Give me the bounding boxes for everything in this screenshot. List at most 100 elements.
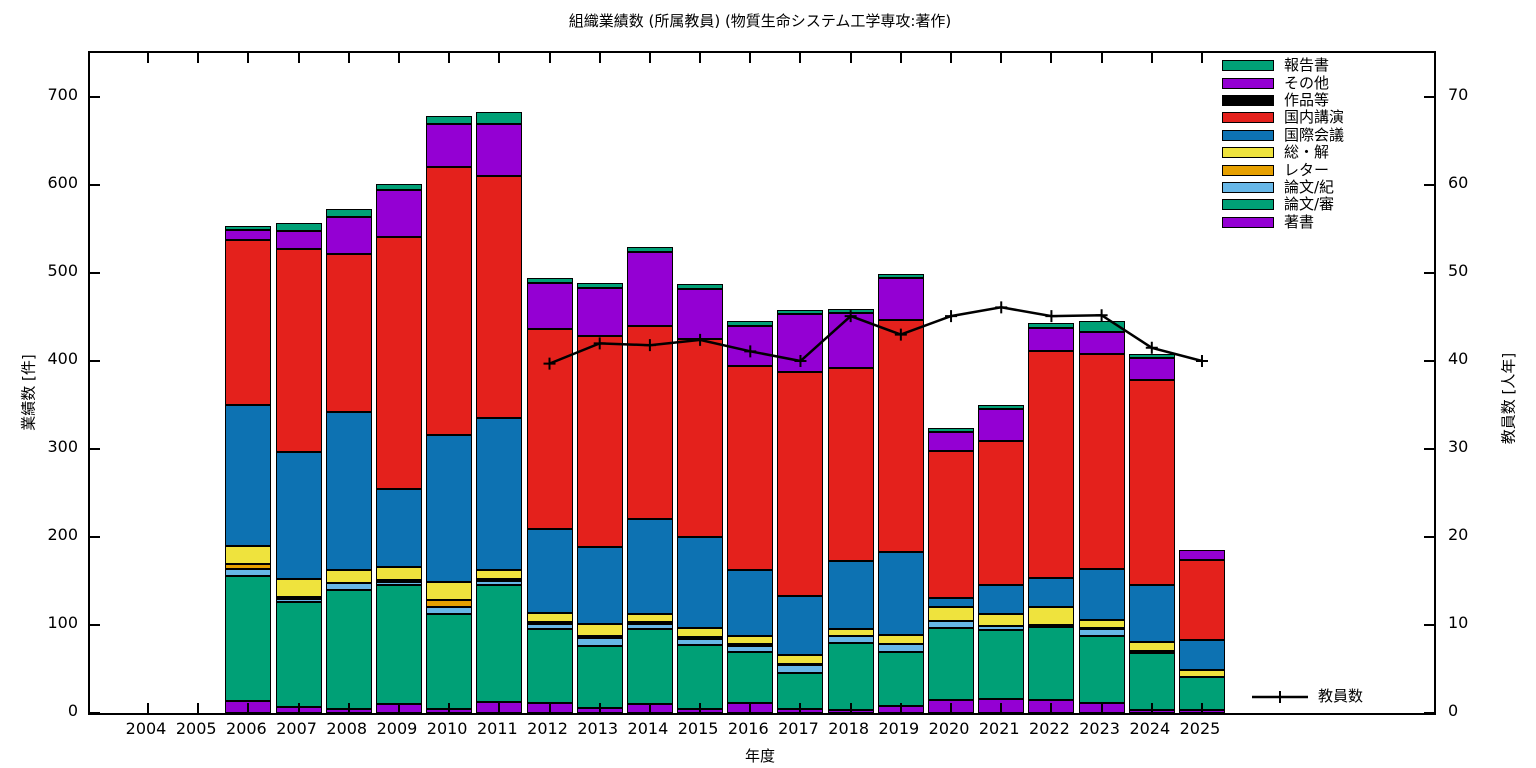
bar-segment-報告書-2021 [978, 405, 1025, 410]
bar-segment-その他-2009 [375, 190, 422, 237]
bar-segment-国内講演-2014 [626, 325, 673, 520]
x-tick-label-2017: 2017 [778, 719, 819, 738]
bar-segment-論文/紀-2024 [1128, 650, 1175, 654]
x-tick-2010 [448, 703, 451, 713]
plus-marker-2023 [1095, 309, 1108, 322]
bar-segment-総・解-2010 [426, 581, 473, 601]
bar-segment-論文/紀-2016 [727, 646, 774, 653]
y-left-tick-200 [90, 536, 100, 538]
x-top-tick-2011 [498, 53, 501, 63]
legend-swatch-レター [1222, 164, 1274, 176]
bar-segment-国内講演-2024 [1128, 380, 1175, 585]
x-tick-2022 [1050, 703, 1053, 713]
bar-segment-その他-2006 [225, 229, 272, 240]
x-top-tick-2005 [197, 53, 200, 63]
bar-segment-報告書-2023 [1078, 321, 1125, 332]
x-tick-2006 [247, 703, 250, 713]
bar-segment-論文/紀-2012 [526, 624, 573, 630]
bar-segment-その他-2018 [827, 313, 874, 369]
bar-segment-国内講演-2022 [1028, 351, 1075, 579]
bar-segment-レター-2017 [777, 663, 824, 666]
legend-row-総・解: 総・解 [1222, 144, 1344, 161]
bar-segment-総・解-2008 [325, 570, 372, 583]
y-right-tick-40 [1424, 360, 1434, 362]
bar-segment-総・解-2022 [1028, 607, 1075, 625]
bar-segment-論文/紀-2020 [928, 621, 975, 628]
bar-segment-その他-2014 [626, 251, 673, 326]
bar-segment-レター-2015 [677, 637, 724, 640]
x-tick-2009 [397, 703, 400, 713]
x-tick-label-2015: 2015 [677, 719, 719, 738]
bar-segment-論文/紀-2009 [375, 581, 422, 586]
legend-label-著書: 著書 [1284, 212, 1315, 231]
bar-segment-論文/審-2024 [1128, 653, 1175, 711]
y-right-tick-label-30: 30 [1448, 437, 1469, 456]
x-top-tick-2024 [1150, 53, 1153, 63]
bar-segment-報告書-2008 [325, 208, 372, 217]
bar-segment-国内講演-2019 [877, 319, 924, 552]
y-left-tick-label-100: 100 [47, 613, 78, 632]
bar-segment-レター-2014 [626, 622, 673, 625]
legend-swatch-国際会議 [1222, 129, 1274, 141]
y-right-tick-label-60: 60 [1448, 173, 1469, 192]
bar-segment-国内講演-2008 [325, 253, 372, 413]
legend-label-論文/紀: 論文/紀 [1284, 177, 1335, 196]
bar-segment-総・解-2019 [877, 634, 924, 645]
x-top-tick-2016 [749, 53, 752, 63]
bar-segment-レター-2013 [576, 636, 623, 639]
bar-segment-論文/紀-2015 [677, 639, 724, 646]
y-right-tick-50 [1424, 272, 1434, 274]
bar-segment-論文/審-2015 [677, 645, 724, 709]
chart-title: 組織業績数 (所属教員) (物質生命システム工学専攻:著作) [568, 12, 952, 30]
x-top-tick-2009 [397, 53, 400, 63]
legend: 報告書 その他 作品等 国内講演 国際会議 総・解 レター 論文/紀 論文/審 著書 [1222, 57, 1344, 231]
bar-segment-論文/紀-2019 [877, 644, 924, 653]
legend-row-報告書: 報告書 [1222, 57, 1344, 74]
line-key-label: 教員数 [1318, 687, 1364, 705]
bar-segment-国内講演-2018 [827, 368, 874, 561]
bar-segment-総・解-2016 [727, 636, 774, 645]
legend-label-国内講演: 国内講演 [1284, 108, 1345, 127]
legend-swatch-その他 [1222, 77, 1274, 89]
bar-segment-国内講演-2010 [426, 166, 473, 435]
bar-segment-総・解-2024 [1128, 641, 1175, 651]
bar-segment-論文/審-2020 [928, 627, 975, 700]
x-tick-2017 [799, 703, 802, 713]
bar-segment-国際会議-2007 [275, 451, 322, 580]
y-right-tick-0 [1424, 712, 1434, 714]
x-tick-2023 [1100, 703, 1103, 713]
line-key-sample [1252, 690, 1308, 703]
y-left-tick-400 [90, 360, 100, 362]
x-tick-2015 [699, 703, 702, 713]
bar-segment-国内講演-2011 [476, 176, 523, 419]
x-top-tick-2025 [1200, 53, 1203, 63]
bar-segment-国内講演-2020 [928, 450, 975, 598]
bar-segment-論文/紀-2013 [576, 638, 623, 647]
bar-segment-論文/審-2008 [325, 589, 372, 709]
bar-segment-その他-2013 [576, 287, 623, 337]
bar-segment-総・解-2020 [928, 607, 975, 622]
bar-segment-論文/紀-2008 [325, 582, 372, 590]
bar-segment-国際会議-2019 [877, 551, 924, 635]
x-top-tick-2023 [1100, 53, 1103, 63]
bar-segment-報告書-2019 [877, 273, 924, 279]
bar-segment-論文/紀-2018 [827, 636, 874, 644]
x-top-tick-2019 [899, 53, 902, 63]
bar-segment-報告書-2022 [1028, 323, 1075, 328]
bar-segment-その他-2007 [275, 230, 322, 250]
x-tick-label-2004: 2004 [125, 719, 167, 738]
legend-label-論文/審: 論文/審 [1284, 195, 1335, 214]
bar-segment-論文/紀-2010 [426, 606, 473, 615]
x-axis-label: 年度 [744, 747, 775, 765]
bar-segment-レター-2007 [275, 596, 322, 600]
x-tick-2004 [147, 703, 149, 713]
bar-segment-論文/紀-2022 [1028, 625, 1075, 627]
bar-segment-その他-2010 [426, 124, 473, 167]
bar-segment-レター-2016 [727, 644, 774, 647]
x-top-tick-2014 [648, 53, 651, 63]
bar-segment-国内講演-2017 [777, 372, 824, 596]
x-top-tick-2012 [548, 53, 551, 63]
bar-segment-国内講演-2015 [677, 339, 724, 537]
bar-segment-レター-2012 [526, 622, 573, 625]
bar-segment-国際会議-2023 [1078, 568, 1125, 620]
